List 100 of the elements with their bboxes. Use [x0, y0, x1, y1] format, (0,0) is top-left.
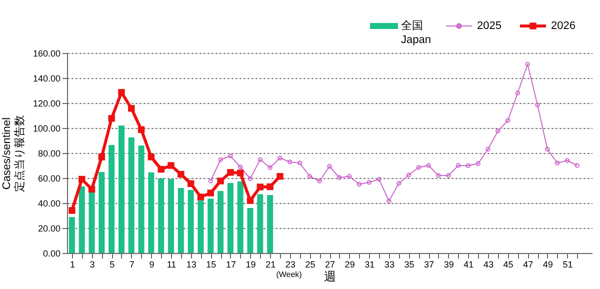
- point: [238, 164, 243, 170]
- point: [98, 154, 106, 160]
- point: [246, 197, 254, 204]
- point: [218, 157, 223, 162]
- point: [68, 207, 76, 214]
- point: [406, 172, 412, 178]
- bar: [88, 192, 95, 253]
- x-tick-label: 21: [266, 260, 276, 270]
- point: [317, 178, 322, 184]
- x-tick-label: 7: [129, 260, 134, 270]
- point: [228, 154, 233, 158]
- x-tick-label: 33: [384, 260, 394, 270]
- legend-label: 全国 Japan: [401, 20, 431, 46]
- x-tick-label: 45: [503, 260, 514, 270]
- legend-label: 2025: [477, 20, 502, 32]
- legend-label: 2026: [551, 20, 576, 32]
- point: [88, 186, 96, 193]
- point: [148, 154, 155, 160]
- x-tick-label: 35: [404, 260, 414, 270]
- point: [386, 198, 392, 204]
- point: [178, 170, 184, 178]
- x-tick-label: 27: [324, 260, 336, 270]
- point: [118, 89, 125, 96]
- point: [258, 157, 263, 162]
- bar: [68, 217, 75, 253]
- x-tick-label: 9: [149, 260, 154, 270]
- x-tick-label: 3: [90, 260, 95, 270]
- x-tick-label: 25: [305, 260, 316, 270]
- bar: [98, 172, 105, 253]
- point: [78, 176, 86, 183]
- point: [366, 180, 372, 185]
- bar: [118, 126, 124, 253]
- point: [564, 158, 570, 163]
- point: [278, 156, 282, 160]
- bar: [188, 190, 194, 253]
- point: [525, 62, 530, 67]
- point: [158, 166, 164, 173]
- bar: [148, 172, 154, 253]
- point: [486, 146, 490, 152]
- point: [217, 178, 224, 184]
- bar: [218, 191, 224, 253]
- bar: [108, 145, 115, 253]
- point: [276, 173, 284, 180]
- point: [266, 183, 274, 190]
- point: [396, 181, 402, 186]
- point: [227, 169, 234, 176]
- y-tick-label: 160.00: [32, 48, 60, 58]
- point: [128, 105, 135, 112]
- point: [187, 180, 194, 187]
- y-tick-label: 60.00: [38, 174, 60, 184]
- y-tick-label: 100.00: [32, 124, 60, 134]
- x-tick-label: 17: [226, 260, 236, 270]
- y-axis-title: Cases/sentinel 定点当り報告数: [0, 115, 26, 192]
- bar: [128, 137, 134, 253]
- bar: [257, 194, 264, 253]
- point: [337, 175, 342, 180]
- x-tick-label: 13: [186, 260, 196, 270]
- point: [248, 176, 253, 181]
- point: [496, 128, 500, 134]
- point: [108, 115, 115, 122]
- x-tick-label: 39: [444, 260, 454, 270]
- point: [505, 118, 510, 123]
- bar: [227, 183, 234, 253]
- point: [376, 176, 382, 182]
- point: [256, 184, 264, 190]
- bar: [247, 208, 254, 253]
- x-tick-label: 31: [364, 260, 375, 270]
- point: [515, 90, 520, 96]
- bar: [208, 198, 214, 253]
- x-axis-title: 週: [324, 270, 336, 284]
- x-tick-label: 37: [424, 260, 434, 270]
- point: [426, 163, 431, 168]
- point: [236, 170, 244, 176]
- x-tick-label: 51: [562, 260, 573, 270]
- y-tick-label: 40.00: [38, 198, 60, 208]
- point: [476, 161, 480, 166]
- y-tick-label: 20.00: [38, 224, 60, 234]
- point: [545, 146, 550, 152]
- x-tick-label: 15: [206, 260, 216, 270]
- x-tick-label: 41: [464, 260, 474, 270]
- bar: [78, 186, 85, 253]
- x-tick-label: 5: [110, 260, 115, 270]
- point: [327, 164, 332, 169]
- point: [416, 165, 422, 170]
- x-tick-label: 23: [285, 260, 296, 270]
- x-tick-label: 47: [523, 260, 534, 270]
- point: [466, 163, 471, 168]
- point: [168, 162, 174, 169]
- point: [307, 174, 312, 179]
- bar: [178, 188, 184, 253]
- x-tick-label: 1: [70, 260, 75, 270]
- y-tick-label: 80.00: [38, 148, 60, 158]
- y-tick-label: 120.00: [32, 98, 60, 108]
- point: [535, 102, 540, 108]
- y-tick-label: 0.00: [42, 248, 60, 258]
- bar: [267, 195, 274, 253]
- point: [346, 174, 352, 179]
- point: [356, 182, 362, 187]
- point: [138, 126, 145, 133]
- point: [268, 165, 272, 170]
